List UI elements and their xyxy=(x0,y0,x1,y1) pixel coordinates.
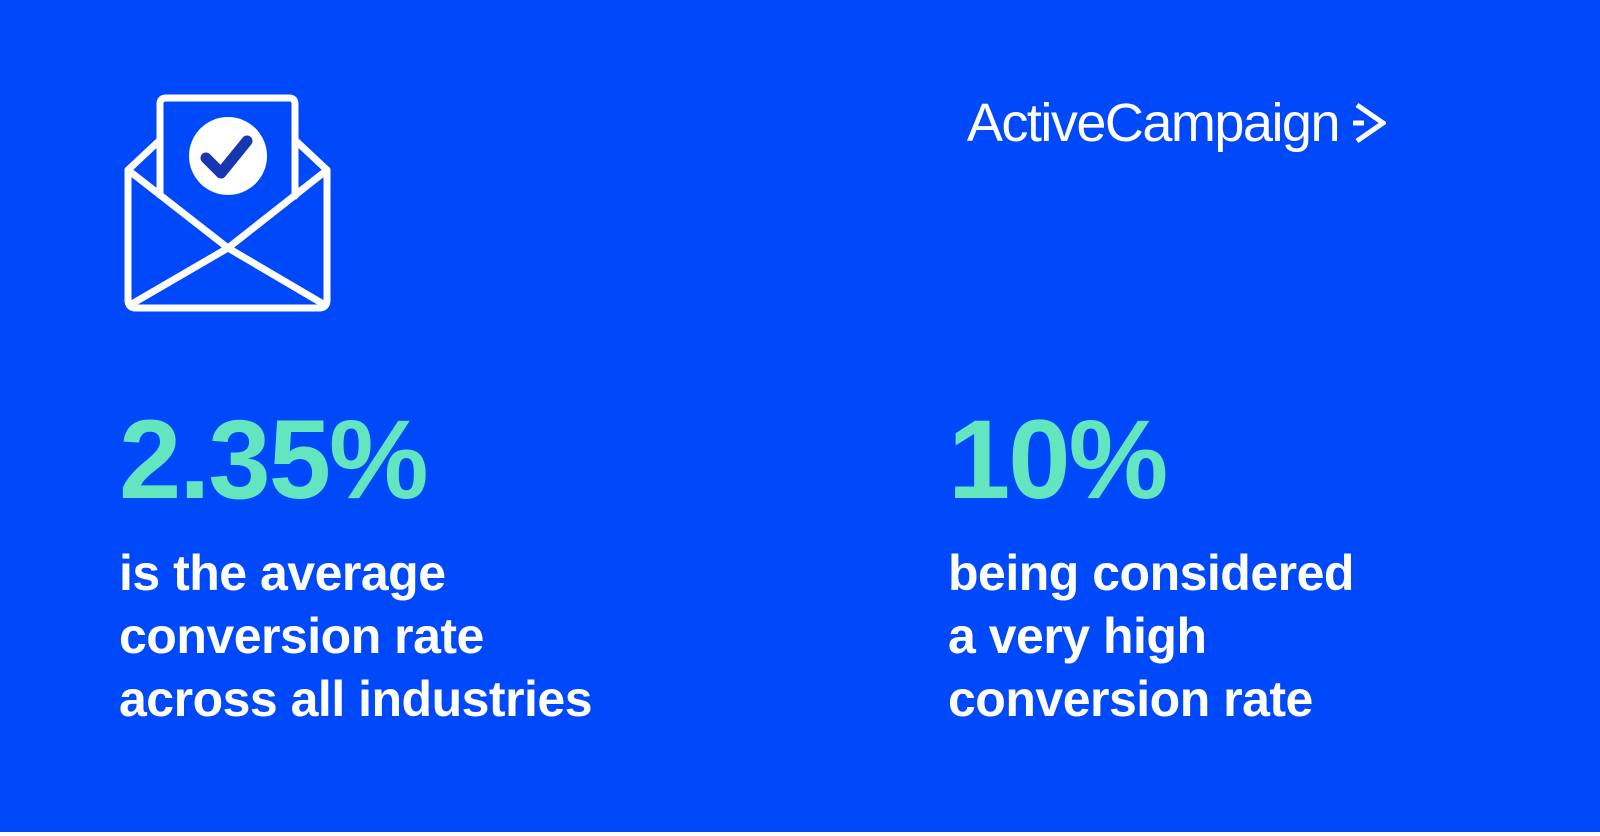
brand-logo-text: ActiveCampaign xyxy=(966,93,1341,153)
stat-description-line: a very high xyxy=(948,608,1207,664)
envelope-checkmark-icon xyxy=(124,94,331,312)
stat-description-line: conversion rate xyxy=(948,671,1313,727)
envelope-bottom-folds xyxy=(126,244,329,309)
stat-value: 2.35% xyxy=(119,397,429,522)
stat-description-line: conversion rate xyxy=(119,608,484,664)
brand-logo: ActiveCampaign xyxy=(967,96,1386,150)
brand-chevron-icon xyxy=(1353,102,1386,144)
stat-description: being considered a very high conversion … xyxy=(948,542,1354,731)
stat-value: 10% xyxy=(948,397,1168,522)
envelope-left-wing xyxy=(124,136,164,174)
stat-high-conversion: 10% being considered a very high convers… xyxy=(948,404,1354,731)
envelope-right-wing xyxy=(291,136,331,174)
stat-description: is the average conversion rate across al… xyxy=(119,542,593,731)
check-mark xyxy=(200,135,253,179)
stat-description-line: being considered xyxy=(948,545,1354,601)
stat-description-line: across all industries xyxy=(119,671,593,727)
letter-paper xyxy=(156,94,299,200)
stat-description-line: is the average xyxy=(119,545,446,601)
stat-average-conversion: 2.35% is the average conversion rate acr… xyxy=(119,397,593,731)
bottom-white-strip xyxy=(0,832,1600,836)
